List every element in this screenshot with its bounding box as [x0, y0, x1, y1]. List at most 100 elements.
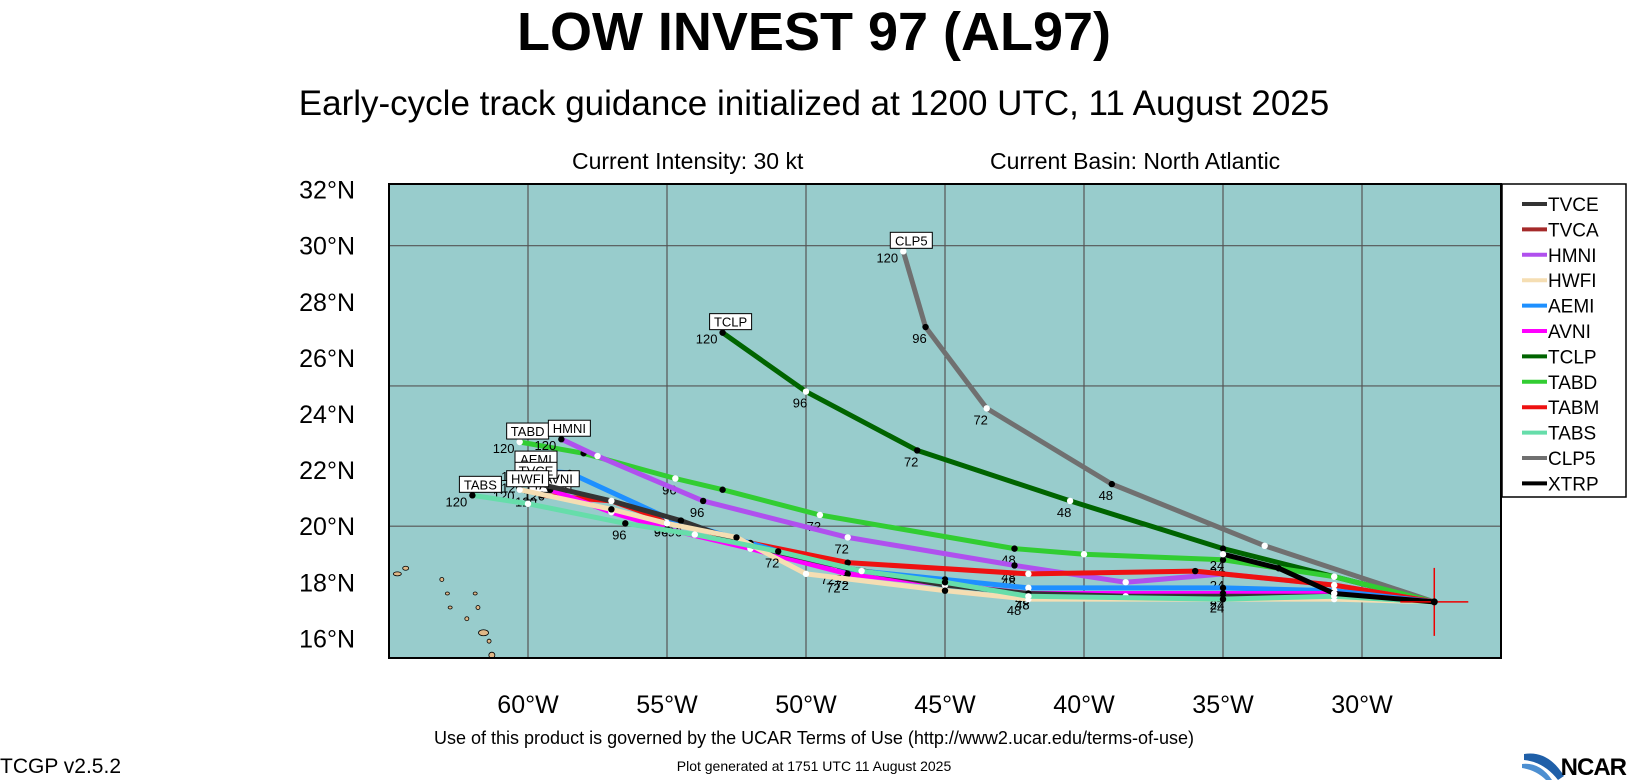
map-frame: [388, 183, 1502, 659]
version-label: TCGP v2.5.2: [0, 755, 121, 778]
lat-tick-label: 30°N: [299, 233, 355, 261]
track-marker-hwfi: [802, 570, 810, 578]
track-marker-tclp: [1066, 497, 1074, 505]
current-basin: Current Basin: North Atlantic: [990, 148, 1281, 174]
track-marker-clp5: [1108, 480, 1116, 488]
island-shape: [472, 591, 478, 596]
ncar-logo-swoosh-icon: [1524, 753, 1564, 780]
lat-tick-label: 16°N: [299, 625, 355, 653]
forecast-hour-label: 48: [1007, 603, 1021, 618]
track-end-label-tabs: TABS: [464, 477, 497, 492]
track-marker-xtrp: [1219, 551, 1227, 558]
legend-label-xtrp: XTRP: [1548, 474, 1599, 495]
island-shape: [392, 571, 402, 577]
island-shape: [402, 565, 410, 571]
lon-tick-label: 50°W: [775, 691, 837, 719]
track-end-label-clp5: CLP5: [895, 233, 928, 248]
track-end-label-hmni: HMNI: [553, 421, 586, 436]
lon-tick-label: 55°W: [636, 691, 698, 719]
island-shape: [478, 629, 489, 637]
track-marker-tabs: [524, 500, 532, 507]
track-marker-tabd: [1011, 545, 1018, 552]
track-marker-clp5: [983, 405, 990, 412]
island-shape: [447, 605, 453, 610]
track-end-label-hwfi: HWFI: [511, 472, 544, 487]
track-end-box-clp5: [889, 231, 933, 249]
track-120h-label: 120: [696, 332, 718, 347]
track-marker-tabm: [1025, 570, 1032, 578]
track-marker-hwfi: [663, 520, 671, 527]
lon-tick-label: 30°W: [1331, 691, 1393, 719]
forecast-hour-label: 96: [912, 331, 926, 346]
track-marker-tvce: [677, 517, 685, 524]
track-end-label-tabd: TABD: [511, 424, 545, 439]
axis-labels: 16°N 18°N 20°N 22°N 24°N 26°N 28°N 30°N 32°N 60°W…: [299, 177, 1393, 719]
track-marker-tabd: [1219, 556, 1227, 564]
island-shape: [464, 616, 470, 622]
track-marker-tabd: [1080, 551, 1088, 558]
track-marker-hwfi: [941, 587, 949, 594]
chart-subtitle: Early-cycle track guidance initialized a…: [298, 84, 1330, 123]
ncar-logo-text: NCAR: [1560, 754, 1627, 781]
track-marker-aemi: [1025, 584, 1032, 592]
track-marker-hwfi: [516, 486, 523, 493]
track-marker-tabs: [1219, 595, 1227, 603]
track-marker-hmni: [1122, 579, 1129, 586]
track-marker-hmni: [1011, 562, 1018, 569]
forecast-hour-label: 72: [834, 541, 848, 556]
track-marker-hmni: [558, 436, 565, 443]
forecast-hour-label: 72: [973, 412, 987, 427]
track-line-xtrp: [1220, 551, 1437, 605]
forecast-hour-label: 96: [690, 505, 704, 520]
lat-tick-label: 20°N: [299, 513, 355, 541]
track-marker-tclp: [719, 329, 726, 336]
track-marker-tclp: [1219, 545, 1227, 552]
island-shape: [488, 651, 496, 658]
track-marker-hmni: [594, 452, 601, 460]
track-marker-tabs: [1025, 593, 1032, 600]
legend-label-tabs: TABS: [1548, 424, 1596, 445]
forecast-hour-label: 96: [612, 527, 626, 542]
track-end-box-tclp: [709, 313, 753, 331]
track-marker-tabs: [775, 548, 782, 555]
track-marker-tclp: [802, 388, 810, 395]
legend-label-hwfi: HWFI: [1548, 271, 1597, 292]
track-120h-label: 120: [493, 441, 515, 456]
ncar-logo-swoosh2-icon: [1522, 763, 1552, 780]
track-marker-tabm: [844, 559, 851, 566]
model-tracks: 487296TCLP120487296CLP512024487296TABD12…: [446, 231, 1437, 618]
track-end-box-tabs: [458, 475, 502, 493]
track-end-box-hmni: [547, 419, 591, 437]
lon-tick-label: 40°W: [1053, 691, 1115, 719]
lat-tick-label: 26°N: [299, 345, 355, 373]
lon-tick-label: 60°W: [497, 691, 559, 719]
forecast-hour-label: 96: [793, 396, 807, 411]
land-islands: [392, 565, 496, 658]
track-marker-tabd: [672, 475, 679, 482]
track-marker-hmni: [699, 497, 707, 505]
terms-of-use-note: Use of this product is governed by the U…: [434, 728, 1194, 748]
legend-label-tclp: TCLP: [1548, 347, 1597, 368]
storm-origin-marker: [1400, 567, 1469, 636]
forecast-hour-label: 48: [1099, 488, 1113, 503]
forecast-hour-label: 72: [904, 454, 918, 469]
track-marker-tclp: [914, 447, 921, 454]
legend-label-avni: AVNI: [1548, 322, 1591, 343]
track-marker-hwfi: [733, 534, 740, 541]
track-end-box-hwfi: [506, 470, 550, 488]
lat-tick-label: 32°N: [299, 177, 355, 205]
track-end-label-tclp: TCLP: [714, 315, 747, 330]
legend-label-clp5: CLP5: [1548, 449, 1596, 470]
forecast-hour-label: 72: [834, 578, 848, 593]
track-marker-xtrp: [1331, 590, 1338, 597]
map-grid: [389, 184, 1501, 658]
track-marker-tabd: [516, 438, 523, 446]
legend-box: [1501, 183, 1627, 498]
track-marker-tabs: [469, 492, 476, 499]
track-120h-label: 120: [876, 250, 898, 265]
track-marker-clp5: [1261, 542, 1268, 550]
track-marker-tabs: [622, 520, 629, 527]
lat-tick-label: 22°N: [299, 457, 355, 485]
lat-tick-label: 18°N: [299, 569, 355, 597]
